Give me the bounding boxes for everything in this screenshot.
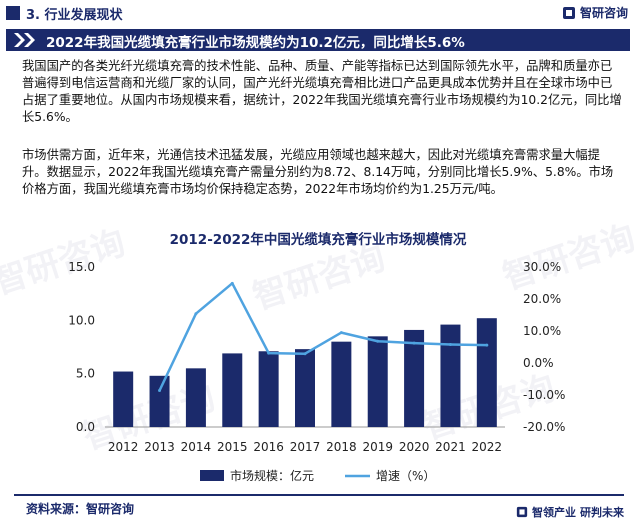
headline-text: 2022年我国光缆填充膏行业市场规模约为10.2亿元，同比增长5.6% [46, 35, 465, 51]
x-axis-tick-label: 2018 [326, 440, 357, 454]
growth-rate-point [339, 331, 343, 335]
section-header: 3. 行业发展现状 智研咨询 [0, 0, 636, 26]
section-title: 3. 行业发展现状 [26, 8, 123, 23]
left-axis-tick-label: 10.0 [68, 313, 95, 327]
brand-logo: 智研咨询 [562, 4, 628, 21]
right-axis-tick-label: 20.0% [523, 292, 561, 306]
x-axis-tick-label: 2016 [253, 440, 284, 454]
headline-banner: 2022年我国光缆填充膏行业市场规模约为10.2亿元，同比增长5.6% [6, 29, 630, 51]
paragraph-2: 市场供需方面，近年来，光通信技术迅猛发展，光缆应用领域也越来越大，因此对光缆填充… [22, 148, 614, 196]
footer-slogan: 智领产业 研判未来 [516, 504, 624, 520]
x-axis-tick-label: 2021 [435, 440, 466, 454]
bar [440, 324, 461, 427]
slogan-b: 研判未来 [580, 506, 624, 519]
growth-rate-point [158, 389, 162, 393]
growth-rate-point [376, 339, 380, 343]
chart-canvas: 0.0 5.0 10.0 15.0 -20.0% -10.0% 0.0% 10.0% 20.0%… [68, 260, 565, 483]
bar [331, 341, 352, 427]
right-axis-tick-label: -20.0% [523, 420, 565, 434]
bar [258, 351, 279, 427]
footer-divider [14, 494, 624, 496]
x-axis-tick-label: 2012 [108, 440, 139, 454]
growth-rate-point [194, 312, 198, 316]
left-axis-tick-label: 5.0 [76, 367, 95, 381]
right-axis-tick-label: 10.0% [523, 324, 561, 338]
growth-rate-point [230, 281, 234, 285]
bar [113, 371, 134, 427]
left-axis-tick-label: 0.0 [76, 420, 95, 434]
x-axis-tick-label: 2017 [290, 440, 321, 454]
growth-rate-point [485, 343, 489, 347]
right-axis-tick-label: 0.0% [523, 356, 554, 370]
x-axis-tick-label: 2014 [181, 440, 212, 454]
section-marker-icon [6, 6, 20, 20]
paragraph-1: 我国国产的各类光纤光缆填充膏的技术性能、品种、质量、产能等指标已达到国际领先水平… [22, 59, 622, 124]
left-axis-tick-label: 15.0 [68, 260, 95, 274]
x-axis-tick-label: 2013 [144, 440, 175, 454]
x-axis-tick-label: 2015 [217, 440, 248, 454]
growth-rate-point [267, 351, 271, 355]
x-axis-tick-label: 2022 [472, 440, 503, 454]
bar [404, 329, 425, 427]
chart: 2012-2022年中国光缆填充膏行业市场规模情况 0.0 5.0 10.0 15.0… [0, 222, 636, 492]
right-axis-tick-label: 30.0% [523, 260, 561, 274]
bar [476, 318, 497, 427]
x-axis-tick-label: 2020 [399, 440, 430, 454]
growth-rate-point [303, 352, 307, 356]
legend-swatch-bar [200, 470, 224, 481]
brand-logo-icon [516, 506, 528, 518]
x-axis-tick-label: 2019 [362, 440, 393, 454]
data-source: 资料来源：智研咨询 [26, 502, 135, 516]
brand-logo-icon [562, 6, 575, 19]
chart-title: 2012-2022年中国光缆填充膏行业市场规模情况 [169, 232, 467, 248]
bar [367, 336, 388, 427]
bar [222, 353, 243, 427]
bar [149, 375, 170, 427]
right-axis-tick-label: -10.0% [523, 388, 565, 402]
brand-name: 智研咨询 [579, 6, 628, 20]
bar [295, 349, 315, 427]
chevron-arrows-icon [14, 33, 35, 47]
growth-rate-point [412, 341, 416, 345]
legend-label-bar: 市场规模：亿元 [230, 468, 314, 483]
slogan-a: 智领产业 [532, 506, 576, 519]
bar [185, 368, 206, 427]
growth-rate-line [158, 282, 487, 392]
growth-rate-point [448, 342, 452, 346]
legend-label-line: 增速（%） [376, 469, 435, 483]
